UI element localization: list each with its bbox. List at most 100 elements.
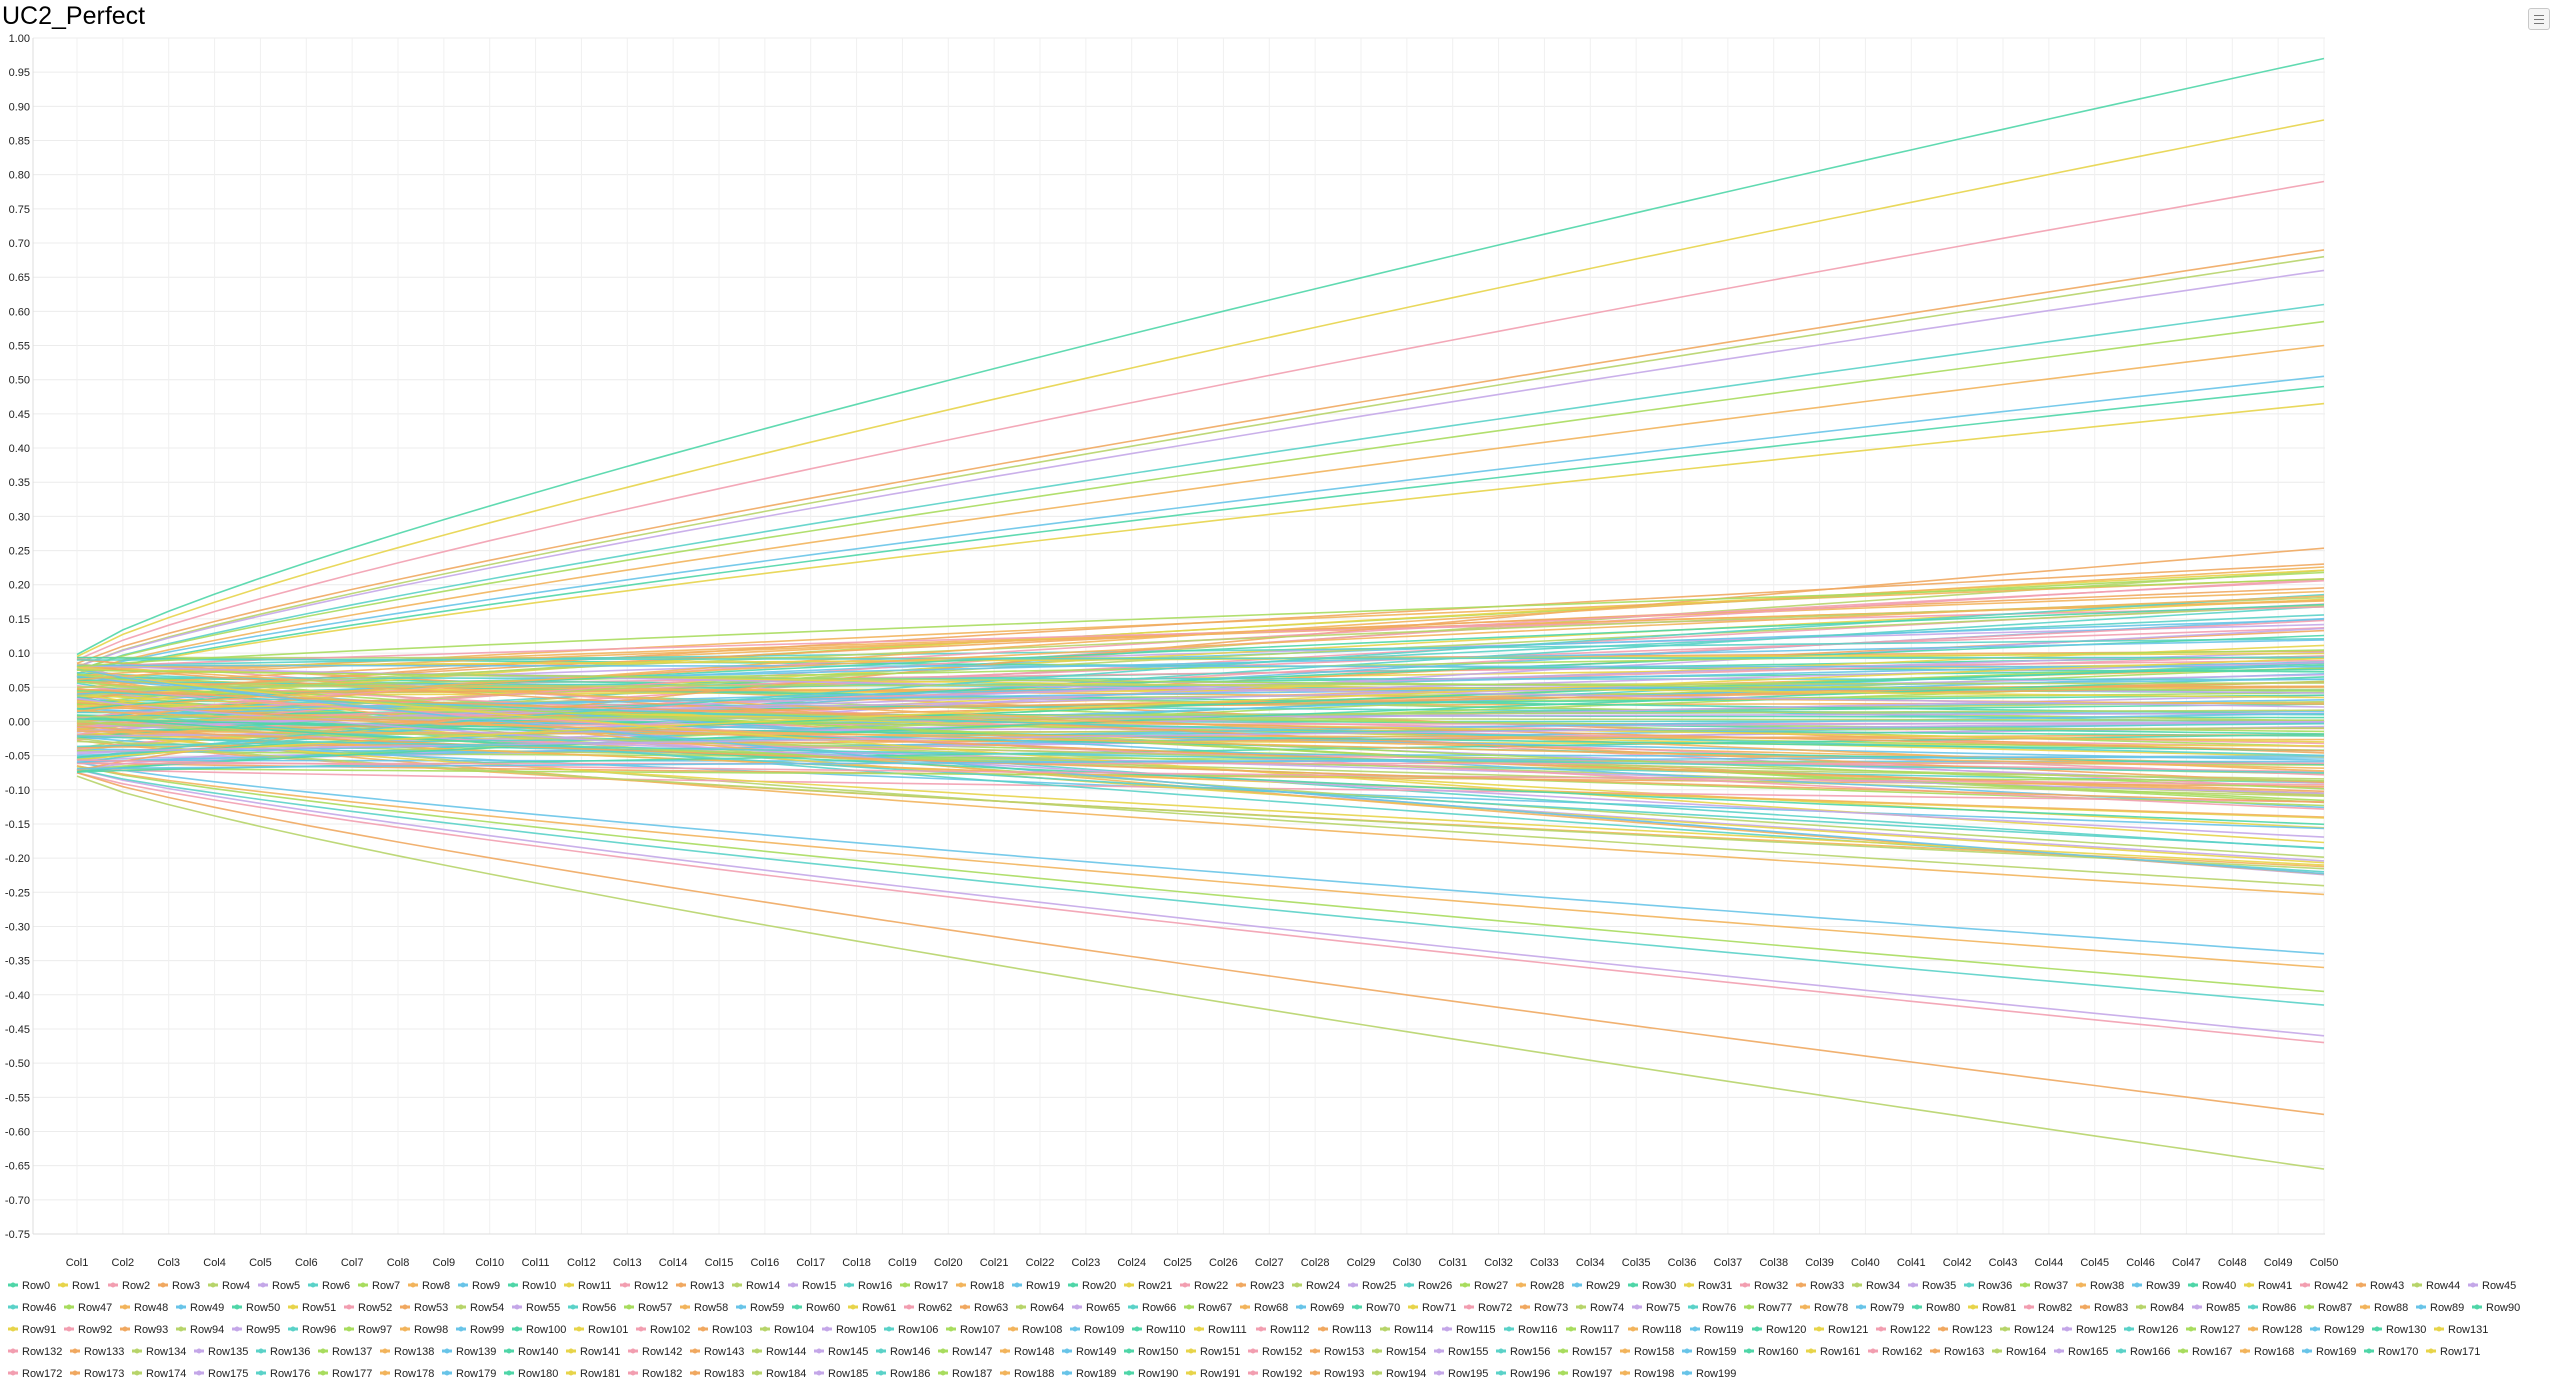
legend-item-row86[interactable]: Row86 [2262, 1302, 2296, 1314]
legend-item-row141[interactable]: Row141 [580, 1346, 620, 1358]
legend-item-row143[interactable]: Row143 [704, 1346, 744, 1358]
legend-item-row81[interactable]: Row81 [1982, 1302, 2016, 1314]
legend-item-row79[interactable]: Row79 [1870, 1302, 1904, 1314]
legend-item-row82[interactable]: Row82 [2038, 1302, 2072, 1314]
legend-item-row120[interactable]: Row120 [1766, 1324, 1806, 1336]
legend-item-row2[interactable]: Row2 [122, 1280, 150, 1292]
legend-item-row150[interactable]: Row150 [1138, 1346, 1178, 1358]
legend-item-row68[interactable]: Row68 [1254, 1302, 1288, 1314]
legend-item-row126[interactable]: Row126 [2138, 1324, 2178, 1336]
legend-item-row45[interactable]: Row45 [2482, 1280, 2516, 1292]
legend-item-row62[interactable]: Row62 [918, 1302, 952, 1314]
legend-item-row3[interactable]: Row3 [172, 1280, 200, 1292]
legend-item-row98[interactable]: Row98 [414, 1324, 448, 1336]
legend-item-row163[interactable]: Row163 [1944, 1346, 1984, 1358]
legend-item-row148[interactable]: Row148 [1014, 1346, 1054, 1358]
legend-item-row11[interactable]: Row11 [578, 1280, 611, 1292]
legend-item-row41[interactable]: Row41 [2258, 1280, 2292, 1292]
legend-item-row114[interactable]: Row114 [1394, 1324, 1434, 1336]
legend-item-row152[interactable]: Row152 [1262, 1346, 1302, 1358]
legend-item-row160[interactable]: Row160 [1758, 1346, 1798, 1358]
legend-item-row159[interactable]: Row159 [1696, 1346, 1736, 1358]
legend-item-row155[interactable]: Row155 [1448, 1346, 1488, 1358]
legend-item-row112[interactable]: Row112 [1270, 1324, 1310, 1336]
legend-item-row115[interactable]: Row115 [1456, 1324, 1496, 1336]
legend-item-row93[interactable]: Row93 [134, 1324, 168, 1336]
legend-item-row105[interactable]: Row105 [836, 1324, 876, 1336]
legend-item-row39[interactable]: Row39 [2146, 1280, 2180, 1292]
legend-item-row137[interactable]: Row137 [332, 1346, 372, 1358]
legend-item-row10[interactable]: Row10 [522, 1280, 556, 1292]
legend-item-row169[interactable]: Row169 [2316, 1346, 2356, 1358]
legend-item-row139[interactable]: Row139 [456, 1346, 496, 1358]
legend-item-row65[interactable]: Row65 [1086, 1302, 1120, 1314]
legend-item-row188[interactable]: Row188 [1014, 1368, 1054, 1380]
legend-item-row57[interactable]: Row57 [638, 1302, 672, 1314]
legend-item-row101[interactable]: Row101 [588, 1324, 628, 1336]
legend-item-row127[interactable]: Row127 [2200, 1324, 2240, 1336]
legend-item-row83[interactable]: Row83 [2094, 1302, 2128, 1314]
legend-item-row90[interactable]: Row90 [2486, 1302, 2520, 1314]
legend-item-row78[interactable]: Row78 [1814, 1302, 1848, 1314]
legend-item-row183[interactable]: Row183 [704, 1368, 744, 1380]
legend-item-row197[interactable]: Row197 [1572, 1368, 1612, 1380]
legend-item-row186[interactable]: Row186 [890, 1368, 930, 1380]
legend-item-row181[interactable]: Row181 [580, 1368, 620, 1380]
legend-item-row146[interactable]: Row146 [890, 1346, 930, 1358]
legend-item-row108[interactable]: Row108 [1022, 1324, 1062, 1336]
legend-item-row38[interactable]: Row38 [2090, 1280, 2124, 1292]
legend-item-row135[interactable]: Row135 [208, 1346, 248, 1358]
legend-item-row162[interactable]: Row162 [1882, 1346, 1922, 1358]
legend-item-row36[interactable]: Row36 [1978, 1280, 2012, 1292]
legend-item-row154[interactable]: Row154 [1386, 1346, 1426, 1358]
legend-item-row173[interactable]: Row173 [84, 1368, 124, 1380]
legend-item-row50[interactable]: Row50 [246, 1302, 280, 1314]
legend-item-row31[interactable]: Row31 [1698, 1280, 1732, 1292]
legend-item-row55[interactable]: Row55 [526, 1302, 560, 1314]
legend-item-row172[interactable]: Row172 [22, 1368, 62, 1380]
legend-item-row48[interactable]: Row48 [134, 1302, 168, 1314]
legend-item-row123[interactable]: Row123 [1952, 1324, 1992, 1336]
legend-item-row130[interactable]: Row130 [2386, 1324, 2426, 1336]
legend-item-row165[interactable]: Row165 [2068, 1346, 2108, 1358]
legend-item-row70[interactable]: Row70 [1366, 1302, 1400, 1314]
legend-item-row27[interactable]: Row27 [1474, 1280, 1508, 1292]
legend-item-row20[interactable]: Row20 [1082, 1280, 1116, 1292]
legend-item-row91[interactable]: Row91 [22, 1324, 56, 1336]
legend-item-row132[interactable]: Row132 [22, 1346, 62, 1358]
legend-item-row18[interactable]: Row18 [970, 1280, 1004, 1292]
legend-item-row69[interactable]: Row69 [1310, 1302, 1344, 1314]
legend-item-row157[interactable]: Row157 [1572, 1346, 1612, 1358]
legend-item-row59[interactable]: Row59 [750, 1302, 784, 1314]
legend-item-row84[interactable]: Row84 [2150, 1302, 2184, 1314]
legend-item-row92[interactable]: Row92 [78, 1324, 112, 1336]
legend-item-row189[interactable]: Row189 [1076, 1368, 1116, 1380]
legend-item-row16[interactable]: Row16 [858, 1280, 892, 1292]
legend-item-row85[interactable]: Row85 [2206, 1302, 2240, 1314]
legend-item-row6[interactable]: Row6 [322, 1280, 350, 1292]
legend-item-row175[interactable]: Row175 [208, 1368, 248, 1380]
legend-item-row17[interactable]: Row17 [914, 1280, 948, 1292]
legend-item-row131[interactable]: Row131 [2448, 1324, 2488, 1336]
legend-item-row46[interactable]: Row46 [22, 1302, 56, 1314]
legend-item-row167[interactable]: Row167 [2192, 1346, 2232, 1358]
legend-item-row42[interactable]: Row42 [2314, 1280, 2348, 1292]
legend-item-row87[interactable]: Row87 [2318, 1302, 2352, 1314]
legend-item-row195[interactable]: Row195 [1448, 1368, 1488, 1380]
legend-item-row144[interactable]: Row144 [766, 1346, 806, 1358]
legend-item-row142[interactable]: Row142 [642, 1346, 682, 1358]
legend-item-row171[interactable]: Row171 [2440, 1346, 2480, 1358]
legend-item-row166[interactable]: Row166 [2130, 1346, 2170, 1358]
legend-item-row129[interactable]: Row129 [2324, 1324, 2364, 1336]
legend-item-row180[interactable]: Row180 [518, 1368, 558, 1380]
hamburger-menu-icon[interactable] [2528, 8, 2550, 30]
legend-item-row156[interactable]: Row156 [1510, 1346, 1550, 1358]
legend-item-row133[interactable]: Row133 [84, 1346, 124, 1358]
legend-item-row8[interactable]: Row8 [422, 1280, 450, 1292]
legend-item-row168[interactable]: Row168 [2254, 1346, 2294, 1358]
legend-item-row34[interactable]: Row34 [1866, 1280, 1900, 1292]
legend-item-row95[interactable]: Row95 [246, 1324, 280, 1336]
legend-item-row97[interactable]: Row97 [358, 1324, 392, 1336]
legend-item-row117[interactable]: Row117 [1580, 1324, 1620, 1336]
legend-item-row161[interactable]: Row161 [1820, 1346, 1860, 1358]
